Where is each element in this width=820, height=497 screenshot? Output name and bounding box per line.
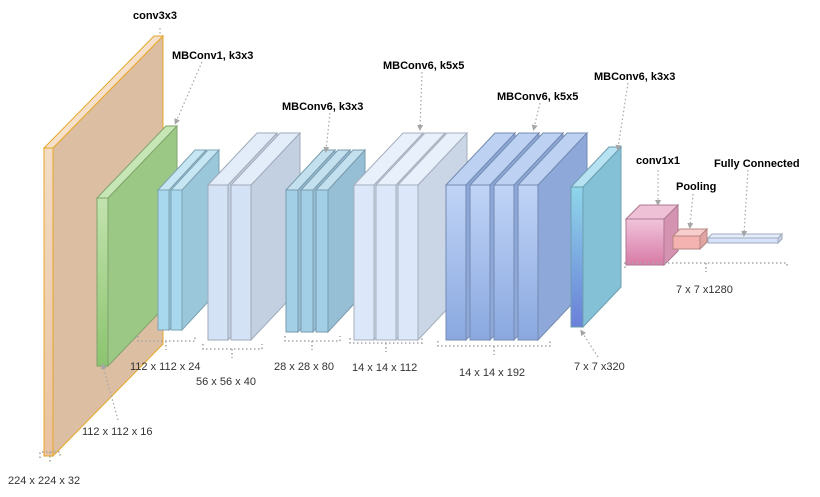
bracket-56 — [202, 344, 263, 358]
layer-blocks — [42, 34, 784, 458]
dim-7x7x1280: 7 x 7 x1280 — [676, 284, 733, 296]
bracket-7x1280 — [624, 262, 788, 272]
label-mbconv1-k3x3: MBConv1, k3x3 — [172, 50, 253, 62]
leader-mbconv1 — [174, 61, 203, 125]
block-conv1x1 — [624, 203, 680, 267]
bracket-224 — [39, 451, 61, 462]
bracket-14x112 — [349, 338, 423, 352]
label-pooling: Pooling — [676, 181, 716, 193]
label-mbconv6-k5x5-a: MBConv6, k5x5 — [383, 60, 464, 72]
dim-28x28x80: 28 x 28 x 80 — [274, 361, 334, 373]
dim-56x56x40: 56 x 56 x 40 — [196, 376, 256, 388]
label-mbconv6-k3x3-a: MBConv6, k3x3 — [282, 101, 363, 113]
label-mbconv6-k5x5-b: MBConv6, k5x5 — [497, 91, 578, 103]
leader-mbconv6-k5-b — [531, 102, 541, 131]
dim-112x112x16: 112 x 112 x 16 — [82, 426, 153, 438]
leader-fully-connected — [741, 169, 749, 237]
block-7x320 — [569, 145, 623, 329]
leader-mbconv6-k5-a — [417, 71, 424, 131]
dim-112x112x24: 112 x 112 x 24 — [130, 361, 201, 373]
block-pooling — [671, 227, 709, 251]
bracket-112x24 — [137, 336, 196, 350]
dim-14x14x112: 14 x 14 x 112 — [352, 362, 417, 374]
label-mbconv6-k3x3-b: MBConv6, k3x3 — [594, 71, 675, 83]
bracket-28 — [284, 336, 341, 350]
bracket-14x192 — [437, 341, 551, 355]
label-conv3x3: conv3x3 — [133, 10, 177, 22]
leader-mbconv6-k3-b — [615, 82, 629, 151]
leader-pooling — [687, 193, 694, 229]
leader-mbconv6-k3-a — [323, 112, 331, 153]
dim-224x224x32: 224 x 224 x 32 — [8, 475, 80, 487]
label-fully-connected: Fully Connected — [714, 158, 800, 170]
leader-lines — [39, 28, 788, 462]
leader-112x112x16 — [100, 363, 119, 421]
block-fully-connected — [706, 232, 784, 245]
dim-14x14x192: 14 x 14 x 192 — [459, 367, 525, 379]
label-conv1x1: conv1x1 — [636, 155, 680, 167]
leader-7x7x320 — [580, 329, 599, 358]
dim-7x7x320: 7 x 7 x320 — [574, 361, 625, 373]
